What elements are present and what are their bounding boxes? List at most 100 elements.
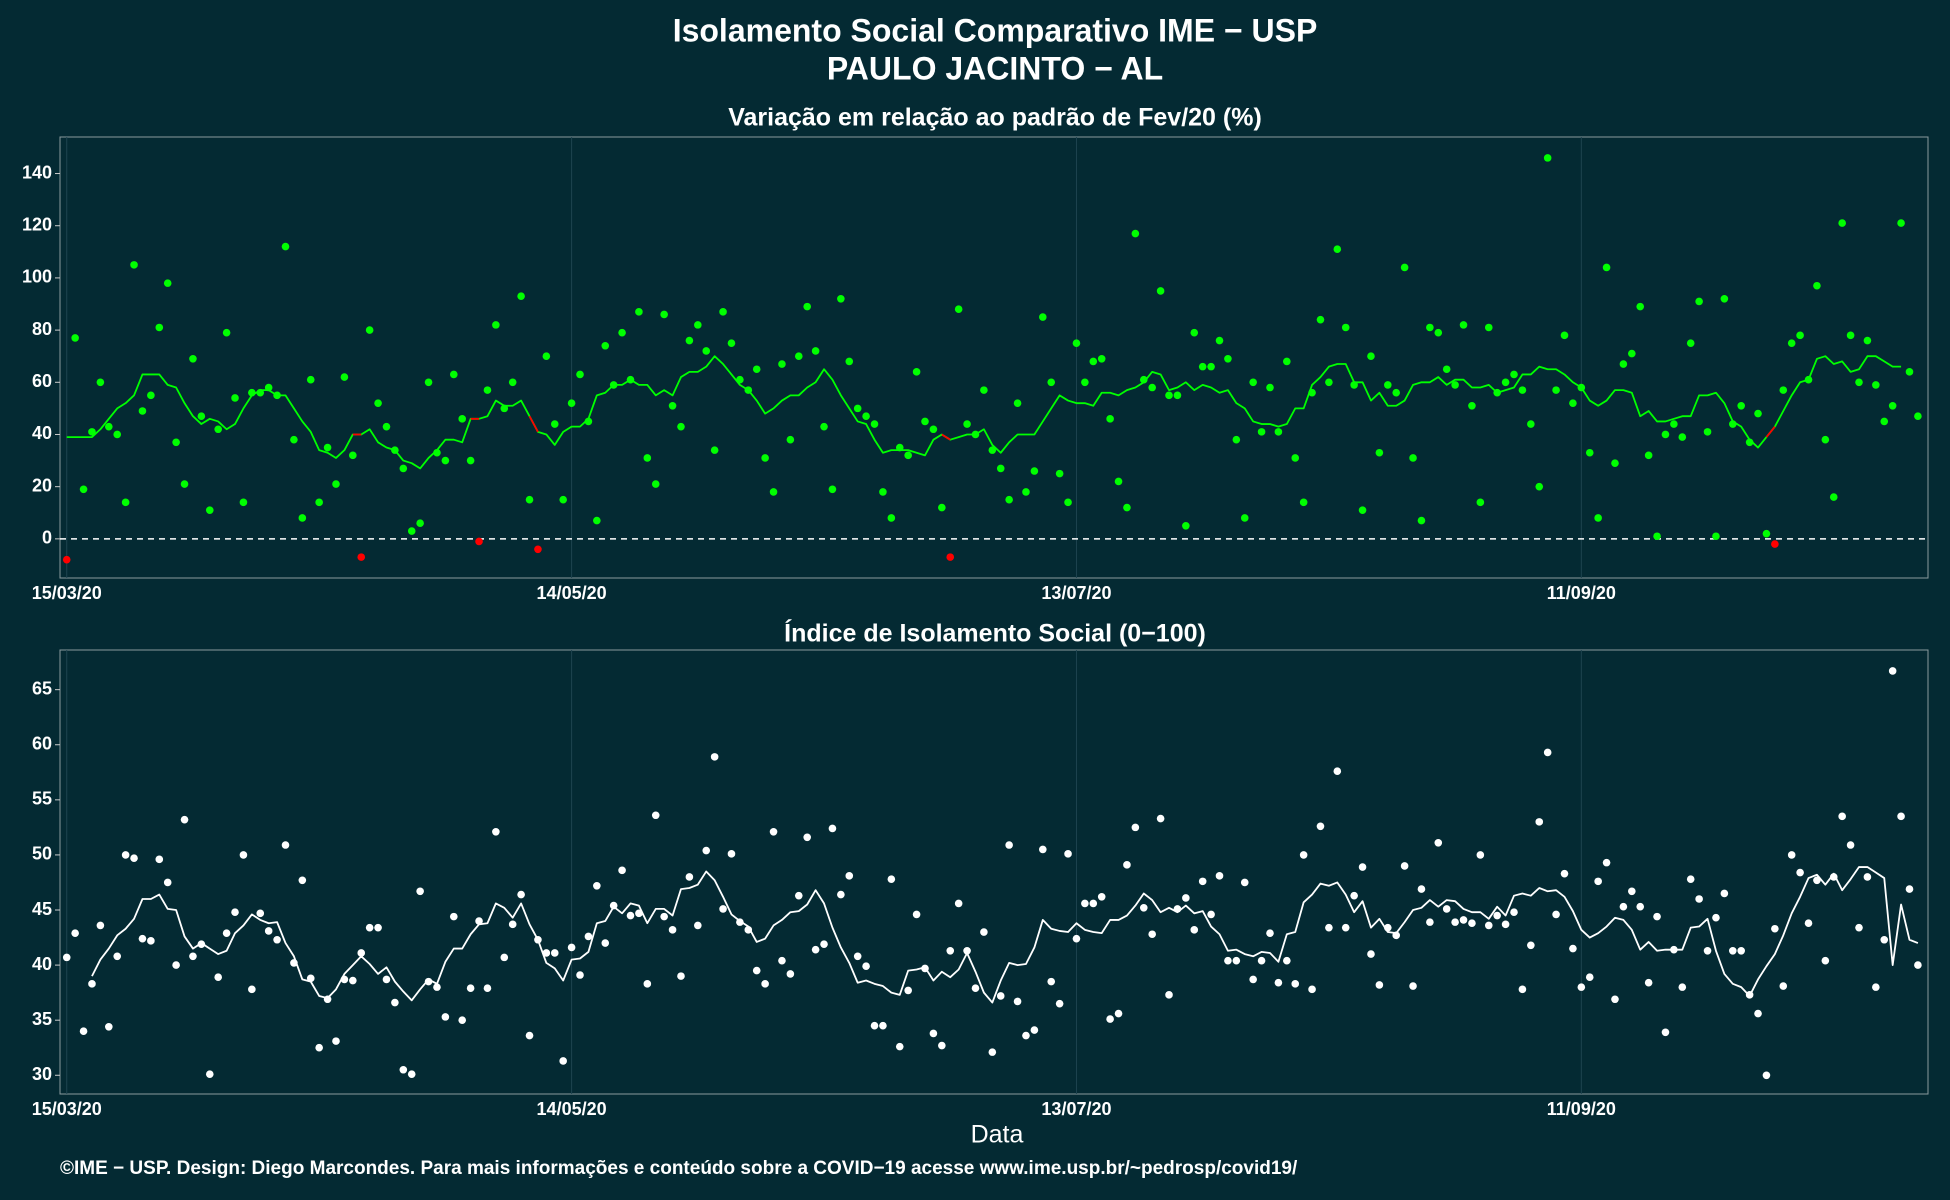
point [466,984,475,993]
point [1224,355,1232,363]
point [1628,887,1636,896]
point [130,261,138,269]
point [1720,294,1729,303]
point [222,328,231,337]
point [1535,482,1544,491]
point [550,949,559,957]
point [1417,516,1426,525]
point [1737,401,1745,410]
point [416,519,424,528]
point [946,946,955,955]
point [1283,956,1291,965]
point [954,899,963,908]
point [1905,368,1914,376]
point [1602,858,1611,867]
point [1905,885,1914,893]
point [1207,362,1215,371]
point [1299,851,1308,859]
point [534,545,542,554]
point [1030,467,1039,475]
point [1880,935,1889,944]
point [803,302,811,311]
point [1291,454,1300,462]
point [1754,409,1762,418]
point [769,827,778,836]
point [1846,331,1855,340]
point [1442,905,1451,913]
point [778,360,786,368]
point [752,966,761,975]
point [332,480,340,488]
point [1897,219,1905,227]
point [1072,339,1081,347]
point [121,851,130,859]
point [1771,924,1779,933]
point [710,446,719,454]
point [1375,448,1384,457]
point [1611,995,1619,1004]
point [1468,401,1476,410]
point [803,833,811,842]
point [820,940,828,948]
point [231,908,239,917]
point [155,323,164,332]
point [567,943,576,952]
point [1872,381,1880,389]
point [71,334,79,342]
point [1821,435,1830,444]
y-tick-label: 60 [32,371,52,391]
point [954,305,963,314]
point [121,498,130,507]
point [1182,522,1190,530]
point [407,527,416,535]
point [1678,433,1687,441]
point [912,910,921,919]
point [879,488,887,496]
point [870,420,879,428]
x-tick-label: 15/03/20 [32,1099,102,1119]
point [1636,902,1645,911]
point [1813,281,1821,290]
point [643,454,652,462]
trend-line [66,355,1902,470]
point [1232,435,1241,444]
point [862,412,870,421]
point [1442,365,1451,374]
point [256,909,265,918]
point [1653,532,1661,541]
x-tick-label: 15/03/20 [32,583,102,603]
point [1661,430,1670,439]
footer: ©IME − USP. Design: Diego Marcondes. Par… [60,1158,1298,1179]
point [1762,1071,1771,1080]
point [382,422,391,431]
point [105,1022,113,1031]
chart-title: PAULO JACINTO − AL [827,50,1163,86]
point [1888,667,1897,675]
point [1451,918,1459,926]
point [752,365,761,374]
point [1653,912,1661,921]
point [1240,514,1249,522]
point [273,935,281,944]
point [1123,861,1131,869]
point [1047,977,1056,986]
point [786,435,795,444]
point [416,887,424,896]
y-tick-label: 55 [32,789,52,809]
point [1771,540,1779,548]
x-tick-label: 14/05/20 [537,583,607,603]
point [79,1027,88,1036]
point [517,292,525,300]
point [870,1021,879,1030]
point [559,495,567,504]
plot-area [59,649,1929,1095]
point [1047,378,1056,387]
y-tick-label: 100 [22,267,52,287]
point [1779,386,1788,394]
point [618,328,626,337]
point [1131,823,1140,832]
x-tick-label: 13/07/20 [1041,583,1111,603]
point [1367,950,1375,958]
point [79,485,88,494]
